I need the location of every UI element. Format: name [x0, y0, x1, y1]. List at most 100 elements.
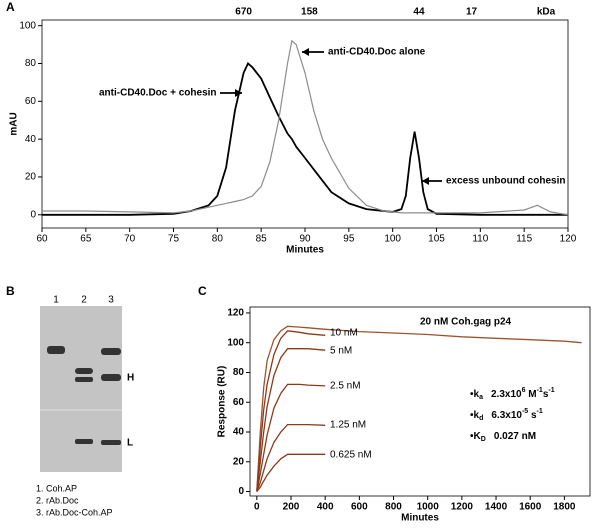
panel-label: B	[6, 284, 15, 298]
kinetic-part: K	[474, 431, 482, 442]
kinetic-part: d	[479, 415, 483, 422]
y-tick-label: 120	[227, 308, 244, 319]
kinetic-part: 6.3x10	[491, 410, 522, 421]
x-tick-label: 1400	[485, 502, 508, 513]
y-tick-label: 100	[19, 20, 36, 31]
panel-label: A	[6, 0, 15, 14]
x-tick-label: 0	[254, 502, 260, 513]
y-tick-label: 60	[233, 397, 245, 408]
top-axis-unit: kDa	[537, 7, 556, 18]
series-line	[42, 39, 569, 216]
kinetic-part: -1	[537, 387, 543, 394]
band-label: L	[127, 438, 133, 449]
series-label: 5 nM	[330, 346, 352, 357]
kinetic-part: 6	[522, 387, 526, 394]
top-marker-label: 670	[235, 7, 252, 18]
kinetic-part: s	[543, 389, 549, 400]
arrow-head	[235, 89, 242, 97]
series-label: 20 nM Coh.gag p24	[420, 317, 512, 328]
arrow-head	[302, 48, 309, 56]
kinetic-part: •	[470, 389, 474, 400]
series-line	[256, 330, 326, 492]
y-tick-label: 0	[30, 209, 36, 220]
y-tick-label: 40	[25, 134, 37, 145]
x-tick-label: 105	[428, 234, 445, 245]
x-tick-label: 400	[317, 502, 334, 513]
y-tick-label: 80	[233, 367, 245, 378]
kinetic-part: 2.3x10	[491, 389, 522, 400]
gel-bands	[47, 346, 121, 445]
annotation: anti-CD40.Doc alone	[328, 47, 426, 58]
x-axis-title: Minutes	[286, 245, 324, 256]
kinetic-part: -1	[537, 408, 543, 415]
y-tick-label: 20	[233, 456, 245, 467]
x-tick-label: 70	[124, 234, 136, 245]
x-tick-label: 1800	[553, 502, 576, 513]
series-line	[256, 348, 326, 492]
x-tick-label: 110	[472, 234, 488, 245]
x-tick-label: 80	[212, 234, 224, 245]
top-marker-label: 44	[413, 7, 425, 18]
x-tick-label: 75	[168, 234, 180, 245]
annotation: anti-CD40.Doc + cohesin	[99, 88, 217, 99]
x-tick-label: 1200	[451, 502, 474, 513]
y-tick-label: 100	[227, 337, 244, 348]
series-line	[42, 62, 568, 216]
series-line	[256, 383, 326, 492]
x-tick-label: 65	[80, 234, 92, 245]
x-tick-label: 115	[516, 234, 532, 245]
x-tick-label: 90	[299, 234, 311, 245]
plot-frame	[249, 306, 591, 497]
top-marker-label: 158	[301, 7, 318, 18]
kinetic-part: -5	[522, 408, 528, 415]
kinetic-part: •	[470, 410, 474, 421]
y-tick-label: 20	[25, 172, 37, 183]
y-tick-label: 0	[238, 486, 244, 497]
series-line	[256, 453, 326, 492]
kinetic-part: M	[525, 389, 536, 400]
gel	[40, 306, 122, 472]
gel-legend: 1. Coh.AP	[36, 483, 77, 493]
panel-label: C	[198, 284, 207, 298]
band-label: H	[127, 373, 134, 384]
arrow-head	[422, 177, 429, 185]
lane-label: 3	[108, 295, 114, 306]
y-tick-label: 80	[25, 58, 37, 69]
series-label: 0.625 nM	[330, 450, 372, 461]
kinetic-part: -1	[548, 387, 554, 394]
y-tick-label: 60	[25, 96, 37, 107]
kinetic-part: s	[528, 410, 537, 421]
kinetic-constant: •ka 2.3x106 M-1s-1	[470, 387, 555, 401]
x-axis-title: Minutes	[401, 513, 439, 524]
series-label: 1.25 nM	[330, 420, 366, 431]
lane-label: 1	[53, 295, 59, 306]
annotation: excess unbound cohesin	[446, 176, 565, 187]
kinetic-constant: •kd 6.3x10-5 s-1	[470, 408, 543, 422]
x-tick-label: 1600	[519, 502, 542, 513]
series-label: 2.5 nM	[330, 381, 361, 392]
y-axis-title: mAU	[9, 112, 20, 135]
kinetic-part: •	[470, 431, 474, 442]
kinetic-constant: •KD 0.027 nM	[470, 431, 536, 443]
x-tick-label: 600	[351, 502, 368, 513]
top-marker-label: 17	[466, 7, 478, 18]
x-tick-label: 1000	[417, 502, 440, 513]
x-tick-label: 100	[384, 234, 401, 245]
x-tick-label: 120	[560, 234, 577, 245]
series-label: 10 nM	[330, 328, 358, 339]
x-tick-label: 800	[385, 502, 402, 513]
lane-label: 2	[81, 295, 87, 306]
kinetic-part: D	[481, 436, 486, 443]
series-line	[256, 325, 582, 492]
series-line	[256, 423, 326, 492]
kinetic-part: k	[474, 389, 480, 400]
x-tick-label: 200	[283, 502, 300, 513]
x-tick-label: 95	[343, 234, 355, 245]
kinetic-part: k	[474, 410, 480, 421]
kinetic-part: a	[479, 394, 483, 401]
x-tick-label: 85	[256, 234, 268, 245]
y-axis-title: Response (RU)	[217, 366, 228, 438]
x-tick-label: 60	[36, 234, 48, 245]
gel-legend: 2. rAb.Doc	[36, 495, 79, 505]
